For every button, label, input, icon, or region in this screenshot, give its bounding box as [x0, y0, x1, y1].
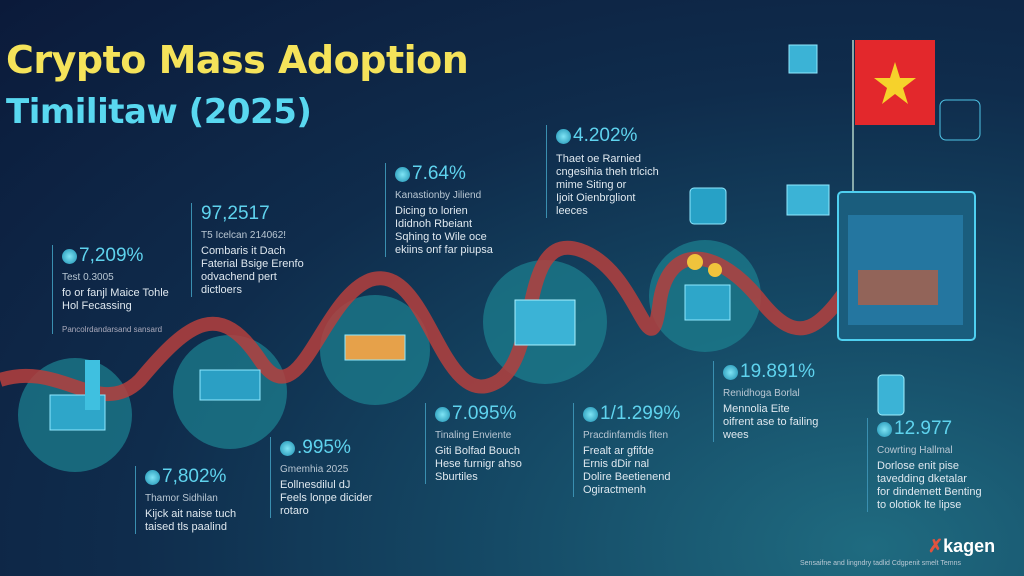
coin-icon	[435, 406, 450, 422]
stat-value: 1/1.299%	[600, 403, 681, 424]
stat-description-line: Sqhing to Wile oce	[395, 231, 487, 243]
stat-description-line: for dindemett Benting	[877, 486, 982, 498]
adoption-wave	[0, 240, 904, 401]
stat-value-row: 7,802%	[145, 466, 236, 488]
stat-value-row: 7.64%	[395, 163, 493, 185]
stat-description-line: Dicing to lorien	[395, 205, 468, 217]
stat-description-line: odvachend pert	[201, 271, 277, 283]
stat-description-line: taised tls paalind	[145, 521, 227, 533]
stat-block: 19.891% Renidhoga Borlal Mennolia Eite oifr…	[713, 361, 818, 442]
stat-description-line: ekiins onf far piupsa	[395, 244, 493, 256]
flag	[852, 40, 935, 330]
stat-description-line: Hol Fecassing	[62, 300, 132, 312]
stat-description-line: Dolire Beetienend	[583, 471, 671, 483]
block-icons	[49, 44, 981, 431]
coin-icon	[145, 469, 160, 485]
stat-subtitle: Cowrting Hallmal	[877, 445, 953, 456]
stat-value: 7.64%	[412, 163, 466, 184]
stat-block: 12.977 Cowrting Hallmal Dorlose enit pise t…	[867, 418, 982, 512]
stat-value-row: 12.977	[877, 418, 982, 440]
title-line-1: Crypto Mass Adoption	[6, 38, 469, 82]
stat-subtitle: Renidhoga Borlal	[723, 388, 800, 399]
stat-description-line: Eollnesdilul dJ	[280, 479, 351, 491]
stat-description-line: Frealt ar gfifde	[583, 445, 654, 457]
stat-description-line: Giti Bolfad Bouch	[435, 445, 520, 457]
stat-block: 7,802% Thamor Sidhilan Kijck ait naise tuc…	[135, 466, 236, 534]
stat-description-line: cngesihia theh trlcich	[556, 166, 659, 178]
stat-value: 97,2517	[201, 203, 270, 224]
stat-description-line: Sburtiles	[435, 471, 478, 483]
stat-value: .995%	[297, 437, 351, 458]
stat-block: 1/1.299% Pracdinfamdis fiten Frealt ar gfi…	[573, 403, 680, 497]
stat-description-line: wees	[723, 429, 749, 441]
stat-subtitle: Kanastionby Jiliend	[395, 190, 482, 201]
stat-value: 19.891%	[740, 361, 816, 382]
stat-value-row: 7,209%	[62, 245, 169, 267]
stat-description-line: mime Siting or	[556, 179, 627, 191]
stat-block: 7.095% Tinaling Enviente Giti Bolfad Bouch…	[425, 403, 522, 484]
stat-footnote: Pancolrdandarsand sansard	[62, 325, 163, 334]
stat-description-line: Feels lonpe dicider	[280, 492, 373, 504]
stat-description-line: Dorlose enit pise	[877, 460, 959, 472]
title-line-2: Timilitaw (2025)	[6, 92, 312, 132]
stat-description-line: Ididnoh Rbeiant	[395, 218, 473, 230]
stat-description-line: fo or fanjl Maice Tohle	[62, 287, 169, 299]
logo-text: kagen	[943, 536, 996, 556]
stat-value-row: .995%	[280, 437, 372, 459]
coin-icon	[877, 421, 892, 437]
coin-icon	[395, 166, 410, 182]
stat-value-row: 19.891%	[723, 361, 818, 383]
stat-description-line: tavedding dketalar	[877, 473, 967, 485]
stat-subtitle: Gmemhia 2025	[280, 464, 349, 475]
stat-description-line: rotaro	[280, 505, 309, 517]
stat-value-row: 97,2517	[201, 203, 304, 225]
logo-mark-icon: ✗	[928, 536, 944, 556]
stat-block: .995% Gmemhia 2025 Eollnesdilul dJ Feels lo…	[270, 437, 372, 518]
stat-description-line: dictloers	[201, 284, 242, 296]
footer-note: Sensaifne and lingndry tadlid Cdgpenit s…	[800, 560, 961, 567]
stat-subtitle: T5 Icelcan 214062!	[201, 230, 287, 241]
stat-value: 7.095%	[452, 403, 517, 424]
stat-description-line: Hese furnigr ahso	[435, 458, 522, 470]
stat-description-line: Combaris it Dach	[201, 245, 286, 257]
stat-description-line: Kijck ait naise tuch	[145, 508, 237, 520]
stat-subtitle: Pracdinfamdis fiten	[583, 430, 669, 441]
stat-value-row: 1/1.299%	[583, 403, 680, 425]
stat-value-row: 4.202%	[556, 125, 659, 147]
coin-icon	[723, 364, 738, 380]
display-screen	[837, 191, 976, 341]
stat-block: 7,209% Test 0.3005 fo or fanjl Maice Tohle…	[52, 245, 169, 334]
stat-value: 4.202%	[573, 125, 638, 146]
stat-value: 12.977	[894, 418, 953, 439]
stat-description-line: Ijoit Oienbrgliont	[556, 192, 636, 204]
stat-block: 97,2517 T5 Icelcan 214062! Combaris it Dac…	[191, 203, 304, 297]
stat-subtitle: Test 0.3005	[62, 272, 114, 283]
coin-icon	[280, 440, 295, 456]
stat-description-line: leeces	[556, 205, 588, 217]
coin-icon	[62, 248, 77, 264]
stat-description-line: Ogiractmenh	[583, 484, 646, 496]
stat-block: 4.202% Thaet oe Rarnied cngesihia theh trl…	[546, 125, 659, 218]
stat-value: 7,209%	[79, 245, 144, 266]
coin-icon	[556, 128, 571, 144]
stat-description-line: Mennolia Eite	[723, 403, 790, 415]
stat-subtitle: Thamor Sidhilan	[145, 493, 218, 504]
coin-icon	[583, 406, 598, 422]
stat-value: 7,802%	[162, 466, 227, 487]
stat-description-line: Ernis dDir nal	[583, 458, 650, 470]
stat-block: 7.64% Kanastionby Jiliend Dicing to lorien…	[385, 163, 493, 257]
brand-logo: ✗kagen	[928, 536, 995, 557]
stat-description-line: Thaet oe Rarnied	[556, 153, 641, 165]
stat-value-row: 7.095%	[435, 403, 522, 425]
stat-subtitle: Tinaling Enviente	[435, 430, 512, 441]
stat-description-line: Faterial Bsige Erenfo	[201, 258, 304, 270]
stat-description-line: to olotiok lte lipse	[877, 499, 962, 511]
stat-description-line: oifrent ase to failing	[723, 416, 819, 428]
